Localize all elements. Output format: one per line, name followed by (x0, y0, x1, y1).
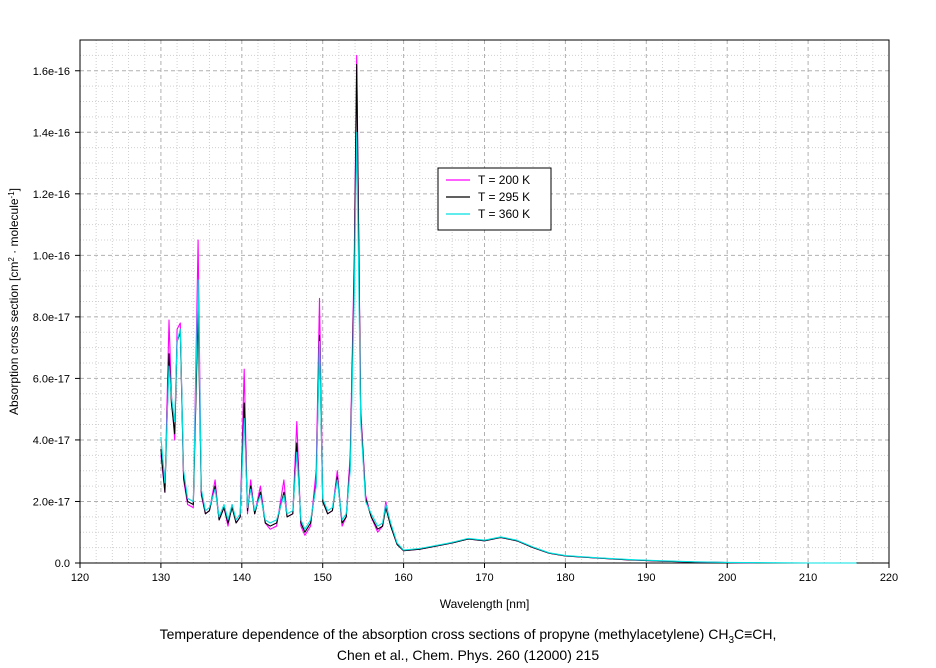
y-axis-label-part: ] (7, 188, 21, 191)
y-tick-label: 4.0e-17 (33, 435, 70, 447)
legend-label: T = 360 K (478, 207, 530, 221)
y-axis-label-part: -1 (7, 191, 16, 199)
x-tick-label: 160 (394, 572, 412, 584)
x-tick-label: 140 (233, 572, 251, 584)
y-tick-label: 1.2e-16 (33, 189, 70, 201)
x-tick-label: 130 (152, 572, 170, 584)
y-tick-label: 1.6e-16 (33, 66, 70, 78)
y-axis-label-part: · molecule (7, 198, 21, 257)
y-tick-label: 1.0e-16 (33, 250, 70, 262)
x-tick-label: 210 (799, 572, 817, 584)
y-tick-label: 2.0e-17 (33, 496, 70, 508)
chart-grid (79, 39, 890, 564)
axis-ticks: 120 130 140 150 160 170 180 190 200 210 220 0.0 2.0e… (33, 66, 898, 584)
y-tick-label: 6.0e-17 (33, 373, 70, 385)
x-tick-label: 150 (314, 572, 332, 584)
x-tick-label: 190 (637, 572, 655, 584)
absorption-chart: 120 130 140 150 160 170 180 190 200 210 220 0.0 2.0e… (7, 39, 898, 611)
x-tick-label: 120 (71, 572, 89, 584)
y-tick-label: 0.0 (55, 558, 70, 570)
x-tick-label: 200 (718, 572, 736, 584)
x-tick-label: 180 (556, 572, 574, 584)
legend-label: T = 295 K (478, 190, 530, 204)
series-lines (160, 54, 881, 564)
y-axis-label: Absorption cross section [cm2 · molecule… (7, 188, 22, 415)
legend-box (437, 167, 552, 231)
caption-line-1: Temperature dependence of the absorption… (159, 626, 777, 646)
legend: T = 200 K T = 295 K T = 360 K (437, 167, 552, 231)
x-tick-label: 170 (475, 572, 493, 584)
y-axis-label-part: 2 (7, 257, 16, 262)
caption-line-2: Chen et al., Chem. Phys. 260 (12000) 215 (336, 647, 600, 663)
y-axis-label-part: Absorption cross section [cm (7, 262, 21, 415)
y-tick-label: 1.4e-16 (33, 127, 70, 139)
series-line (160, 64, 881, 564)
legend-label: T = 200 K (478, 173, 530, 187)
series-line (160, 131, 857, 564)
x-tick-label: 220 (880, 572, 898, 584)
y-tick-label: 8.0e-17 (33, 312, 70, 324)
x-axis-label: Wavelength [nm] (440, 597, 530, 611)
